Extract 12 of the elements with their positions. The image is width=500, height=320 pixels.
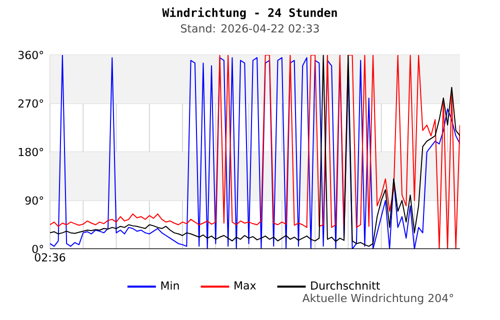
chart-title: Windrichtung - 24 Stunden (162, 7, 337, 20)
y-tick-label: 90° (25, 196, 44, 205)
y-tick-label: 270° (18, 99, 44, 108)
y-tick-label: 0° (32, 244, 44, 254)
chart-subtitle: Stand: 2026-04-22 02:33 (180, 24, 319, 33)
x-tick-label: 02:36 (34, 253, 66, 262)
text: Aktuelle Windrichtung 204° (302, 294, 454, 304)
y-tick-label: 180° (18, 148, 44, 156)
legend-label: Min (161, 281, 179, 290)
legend-label: Max (234, 281, 256, 290)
legend-label: Durchschnitt (311, 281, 380, 290)
y-tick-label: 360° (18, 50, 44, 60)
